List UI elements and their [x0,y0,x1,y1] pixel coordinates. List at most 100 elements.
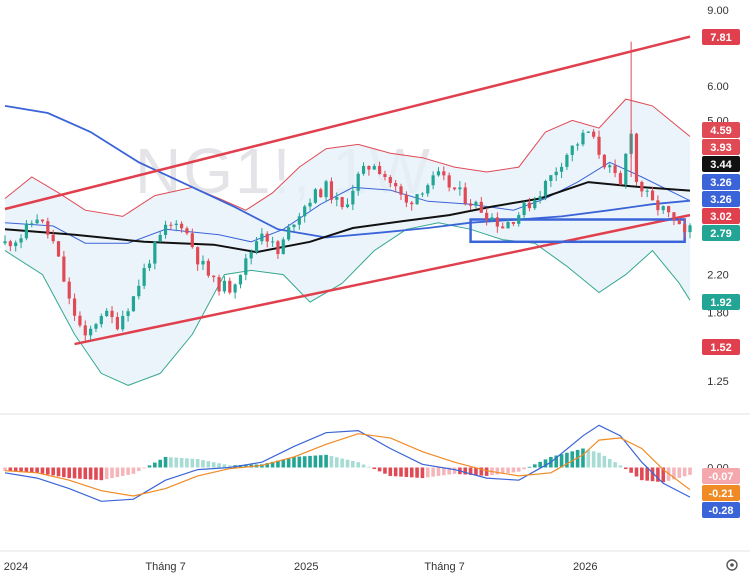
candle-body [677,220,681,225]
candle [442,166,446,181]
candle [180,221,184,233]
axes: 9.006.005.002.201.801.250.007.814.593.93… [0,5,750,573]
macd-histogram-bar [29,467,34,473]
candle [378,161,382,175]
candle-body [592,131,596,137]
candle [14,240,18,252]
value-badge-text: 3.26 [710,177,731,189]
candle-body [570,145,574,155]
channel-lower-line[interactable] [74,213,691,346]
y-tick-label: 2.20 [707,270,728,282]
channel-upper-line[interactable] [4,35,691,211]
macd-histogram-bar [8,467,13,472]
candle [511,221,515,227]
candle [8,239,12,252]
candle-body [308,202,312,207]
candle-body [163,224,168,235]
candle-body [185,228,189,234]
macd-histogram-bar [538,461,542,468]
candle-body [468,203,473,206]
macd-histogram-bar [650,467,655,482]
candle [506,218,510,229]
macd-histogram-bar [452,467,457,474]
candle-body [222,280,227,292]
candle [597,130,601,159]
macd-histogram-bar [185,458,189,468]
macd-histogram-bar [286,458,291,468]
candle [447,172,451,192]
candle [602,154,606,170]
candle [340,196,344,210]
macd-histogram-bar [190,458,195,468]
candle [260,228,264,245]
candle-body [490,217,494,220]
candle-body [94,324,98,329]
candle [62,250,66,283]
macd-histogram-bar [147,465,152,468]
macd-histogram-bar [575,449,580,468]
macd-line [4,424,691,502]
candle [3,235,7,246]
candle-body [517,215,521,224]
candle-body [597,136,601,155]
value-badge: 1.92 [702,294,740,310]
candle-body [174,223,178,226]
macd-histogram-bar [602,455,607,468]
macd-histogram-bar [661,467,666,483]
candle-body [62,256,66,282]
candle-body [67,281,71,299]
candle-body [533,199,537,209]
candle [490,213,494,223]
candle-body [410,202,414,205]
value-badge-bg [702,208,740,224]
candle-body [581,132,585,145]
candle-body [543,180,548,197]
candle-body [388,177,392,183]
macd-histogram-bar [543,459,548,468]
candle-body [554,171,558,176]
candle-body [212,275,216,278]
value-badge-bg [702,294,740,310]
candle-body [14,242,18,247]
candle-body [83,325,87,336]
macd-histogram-bar [420,467,425,479]
gear-icon[interactable] [726,559,738,571]
candle [244,253,248,281]
candle-body [661,206,665,211]
candle [367,165,371,176]
macd-histogram-bar [442,467,446,476]
candle-body [137,285,141,297]
candle [110,306,114,324]
candle [479,196,483,213]
macd-histogram-bar [201,460,205,468]
candle-body [115,317,119,330]
candle-body [217,277,221,292]
candle-body [458,187,462,190]
macd-histogram-bar [527,466,532,468]
macd-histogram-bar [345,459,350,468]
macd-histogram-bar [24,467,29,473]
candle-body [297,216,301,225]
candle [222,276,227,294]
macd-histogram-bar [297,456,302,468]
macd-pane [3,424,692,502]
candle [137,279,141,300]
value-badge: 3.02 [702,208,740,224]
candle-body [399,186,403,195]
macd-histogram-bar [372,467,377,470]
macd-histogram-bar [388,467,393,476]
macd-value-badge-bg [702,485,740,501]
candle-body [276,241,280,255]
candle-body [249,251,253,259]
candle [666,205,671,218]
candle-body [206,260,210,276]
candle-body [233,284,237,293]
candle [206,258,210,278]
macd-histogram-bar [126,467,130,475]
macd-histogram-bar [340,458,344,468]
candle [265,231,269,248]
candle-body [169,224,173,226]
value-badge: 4.59 [702,122,740,138]
candle [147,259,152,272]
